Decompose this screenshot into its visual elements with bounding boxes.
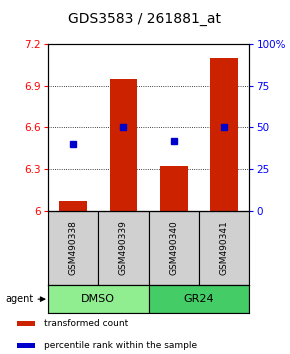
Text: GSM490341: GSM490341 [220, 221, 229, 275]
Bar [210, 58, 238, 211]
Text: GDS3583 / 261881_at: GDS3583 / 261881_at [68, 12, 222, 27]
Bar [48, 211, 98, 285]
Bar [98, 211, 148, 285]
Bar [17, 343, 35, 348]
Text: transformed count: transformed count [44, 319, 128, 328]
Text: GR24: GR24 [184, 294, 214, 304]
Text: GSM490338: GSM490338 [68, 220, 77, 275]
Text: percentile rank within the sample: percentile rank within the sample [44, 341, 197, 350]
Text: GSM490340: GSM490340 [169, 221, 178, 275]
Text: GSM490339: GSM490339 [119, 220, 128, 275]
Bar [59, 201, 87, 211]
Bar [48, 285, 148, 313]
Bar [148, 211, 199, 285]
Bar [17, 321, 35, 326]
Bar [110, 79, 137, 211]
Text: DMSO: DMSO [81, 294, 115, 304]
Bar [148, 285, 249, 313]
Text: agent: agent [6, 294, 34, 304]
Bar [160, 166, 188, 211]
Bar [199, 211, 249, 285]
